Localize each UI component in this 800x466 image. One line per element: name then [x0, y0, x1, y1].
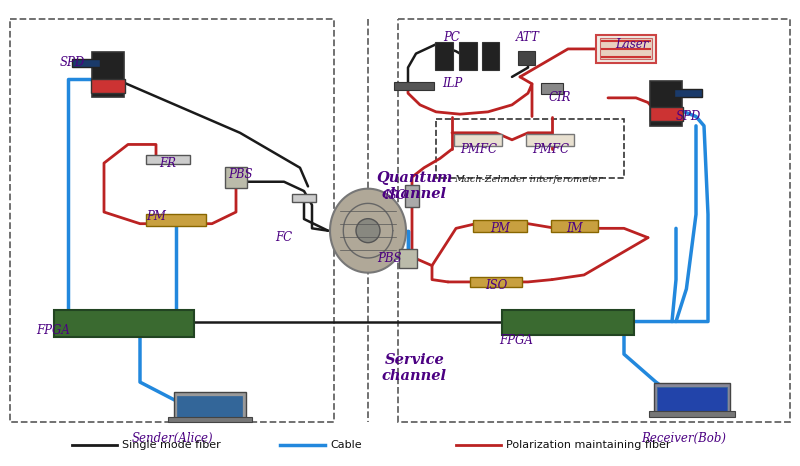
Bar	[399, 249, 417, 268]
Text: PMFC: PMFC	[532, 143, 569, 156]
Bar	[454, 134, 502, 145]
Bar	[168, 417, 252, 422]
Text: PM: PM	[490, 222, 510, 235]
Text: PBS: PBS	[228, 168, 253, 181]
Bar	[398, 19, 790, 422]
Text: ISO: ISO	[384, 189, 406, 202]
Bar	[551, 220, 598, 232]
Text: IM: IM	[566, 222, 582, 235]
Bar	[650, 81, 682, 125]
Bar	[650, 107, 683, 121]
Bar	[482, 42, 499, 70]
Bar	[394, 82, 434, 90]
Text: CIR: CIR	[549, 91, 571, 104]
Bar	[649, 411, 735, 417]
Bar	[225, 167, 247, 188]
Bar	[73, 59, 101, 67]
Bar	[10, 19, 334, 422]
Bar	[292, 194, 316, 202]
Bar	[174, 392, 246, 420]
Text: PMFC: PMFC	[460, 143, 497, 156]
Bar	[600, 39, 651, 59]
Bar	[91, 79, 125, 93]
Text: Laser: Laser	[615, 38, 649, 51]
Bar	[405, 185, 419, 207]
Bar	[92, 53, 124, 97]
Circle shape	[356, 219, 380, 243]
Text: PC: PC	[443, 31, 461, 44]
Bar	[595, 35, 656, 63]
Text: Receiver(Bob): Receiver(Bob)	[642, 432, 726, 445]
Bar	[502, 309, 634, 336]
Text: ISO: ISO	[485, 279, 507, 292]
Text: ATT: ATT	[516, 31, 540, 44]
Bar	[436, 119, 624, 178]
Bar	[473, 220, 527, 232]
Bar	[657, 387, 727, 413]
Text: Polarization maintaining fiber: Polarization maintaining fiber	[506, 440, 670, 450]
Bar	[526, 134, 574, 145]
Text: Mach-Zehnder interferometer: Mach-Zehnder interferometer	[454, 175, 602, 184]
Text: FPGA: FPGA	[499, 334, 533, 347]
Bar	[54, 310, 194, 337]
Text: Quantum
channel: Quantum channel	[376, 171, 453, 201]
Bar	[470, 277, 522, 287]
Text: Single mode fiber: Single mode fiber	[122, 440, 221, 450]
Text: ILP: ILP	[442, 77, 462, 90]
Bar	[674, 89, 702, 97]
Text: Sender(Alice): Sender(Alice)	[131, 432, 213, 445]
Text: SPD: SPD	[676, 110, 702, 123]
Bar	[541, 83, 563, 94]
Text: FR: FR	[159, 157, 177, 170]
Text: Cable: Cable	[330, 440, 362, 450]
Bar	[654, 383, 730, 414]
Bar	[435, 42, 453, 70]
Bar	[146, 214, 206, 226]
Bar	[146, 155, 190, 164]
Bar	[518, 51, 535, 65]
Bar	[459, 42, 477, 70]
Polygon shape	[330, 189, 406, 273]
Text: FPGA: FPGA	[36, 324, 70, 337]
Text: FC: FC	[275, 231, 293, 244]
Text: SPD: SPD	[60, 56, 86, 69]
Bar	[177, 396, 242, 419]
Text: PM: PM	[146, 210, 166, 223]
Text: PBS: PBS	[377, 252, 402, 265]
Text: Service
channel: Service channel	[382, 353, 447, 383]
